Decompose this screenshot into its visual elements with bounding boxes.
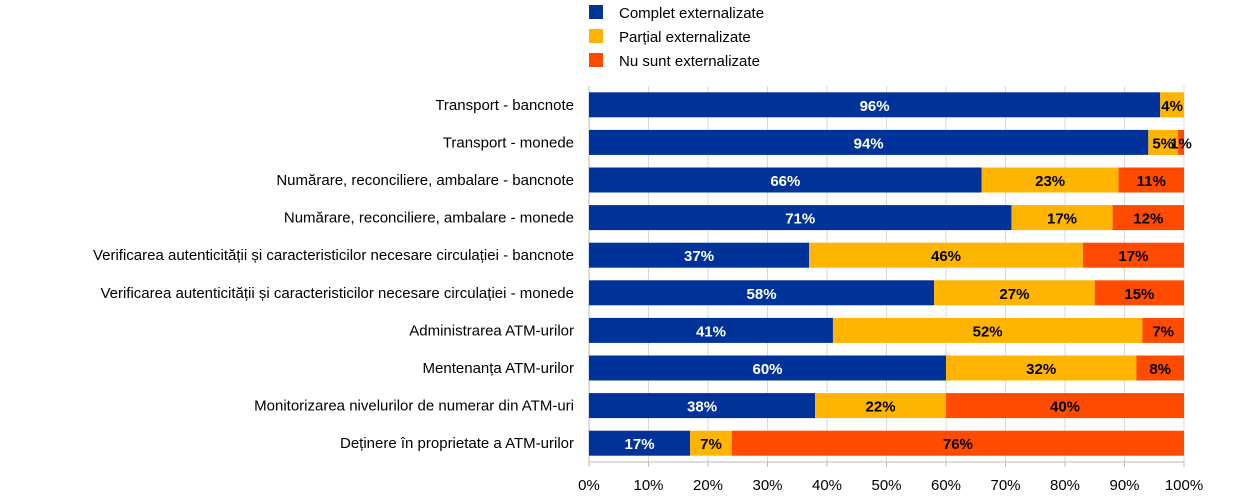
legend-label: Complet externalizate <box>619 5 764 22</box>
bar-segment <box>589 167 982 193</box>
bar-segment <box>1178 129 1184 155</box>
bar-segment <box>589 129 1149 155</box>
bar-segment <box>1148 129 1179 155</box>
bar-segment <box>832 317 1143 343</box>
bar-segment <box>589 280 935 306</box>
data-label: 58% <box>747 286 777 303</box>
category-label: Deținere în proprietate a ATM-urilor <box>340 435 574 452</box>
data-label: 46% <box>931 248 961 265</box>
bar-segment <box>589 355 946 381</box>
data-label: 15% <box>1124 286 1154 303</box>
x-tick-label: 50% <box>871 477 901 494</box>
legend-swatch <box>589 5 603 19</box>
data-label: 1% <box>1170 135 1192 152</box>
data-label: 66% <box>770 173 800 190</box>
category-label: Transport - monede <box>443 134 574 151</box>
bar-segment <box>809 242 1083 268</box>
data-label: 76% <box>943 436 973 453</box>
bar-segment <box>815 393 946 419</box>
bar-segment <box>1160 92 1184 118</box>
x-tick-label: 20% <box>693 477 723 494</box>
x-tick-label: 60% <box>931 477 961 494</box>
data-label: 11% <box>1137 173 1166 190</box>
bar-segment <box>589 317 833 343</box>
data-label: 27% <box>999 286 1029 303</box>
bar-segment <box>731 430 1184 456</box>
data-label: 17% <box>1047 211 1077 228</box>
bar-segment <box>589 430 691 456</box>
x-tick-label: 80% <box>1050 477 1080 494</box>
data-label: 52% <box>973 323 1003 340</box>
data-label: 23% <box>1035 173 1065 190</box>
bar-segment <box>1118 167 1184 193</box>
category-label: Administrarea ATM-urilor <box>409 322 574 339</box>
data-label: 7% <box>1152 323 1174 340</box>
bar-segment <box>981 167 1119 193</box>
category-label: Mentenanța ATM-urilor <box>423 360 574 377</box>
data-label: 32% <box>1026 361 1056 378</box>
data-label: 12% <box>1133 211 1163 228</box>
bar-segment <box>1082 242 1184 268</box>
category-label: Numărare, reconciliere, ambalare - bancn… <box>276 172 574 189</box>
data-label: 37% <box>684 248 714 265</box>
legend-swatch <box>589 29 603 43</box>
legend-label: Nu sunt externalizate <box>619 53 760 70</box>
bar-segment <box>589 92 1161 118</box>
bar-segment <box>1112 205 1184 231</box>
data-label: 71% <box>785 211 815 228</box>
category-label: Monitorizarea nivelurilor de numerar din… <box>254 398 574 415</box>
data-label: 94% <box>854 135 884 152</box>
bar-segment <box>589 205 1012 231</box>
bar-segment <box>589 393 816 419</box>
data-label: 22% <box>866 399 896 416</box>
data-label: 96% <box>860 98 890 115</box>
bar-segment <box>1094 280 1184 306</box>
bar-segment <box>934 280 1095 306</box>
data-label: 60% <box>752 361 782 378</box>
data-label: 17% <box>625 436 655 453</box>
data-label: 17% <box>1118 248 1148 265</box>
bar-segment <box>1011 205 1113 231</box>
bar-segment <box>589 242 810 268</box>
data-label: 8% <box>1149 361 1171 378</box>
data-label: 5% <box>1152 135 1174 152</box>
bar-segment <box>946 355 1137 381</box>
legend-label: Parțial externalizate <box>619 29 751 46</box>
data-label: 40% <box>1050 399 1080 416</box>
data-label: 4% <box>1161 98 1183 115</box>
x-tick-label: 30% <box>752 477 782 494</box>
category-label: Verificarea autenticității și caracteris… <box>93 247 574 264</box>
bar-segment <box>946 393 1184 419</box>
x-tick-label: 0% <box>578 477 600 494</box>
x-tick-label: 10% <box>633 477 663 494</box>
legend-swatch <box>589 53 603 67</box>
category-label: Verificarea autenticității și caracteris… <box>100 285 574 302</box>
data-label: 38% <box>687 399 717 416</box>
bar-segment <box>1136 355 1184 381</box>
category-label: Numărare, reconciliere, ambalare - moned… <box>284 210 574 227</box>
x-tick-label: 100% <box>1165 477 1203 494</box>
x-tick-label: 40% <box>812 477 842 494</box>
bar-segment <box>1142 317 1184 343</box>
x-tick-label: 90% <box>1109 477 1139 494</box>
data-label: 41% <box>696 323 726 340</box>
x-tick-label: 70% <box>990 477 1020 494</box>
bar-segment <box>690 430 732 456</box>
data-label: 7% <box>700 436 722 453</box>
category-label: Transport - bancnote <box>435 97 574 114</box>
